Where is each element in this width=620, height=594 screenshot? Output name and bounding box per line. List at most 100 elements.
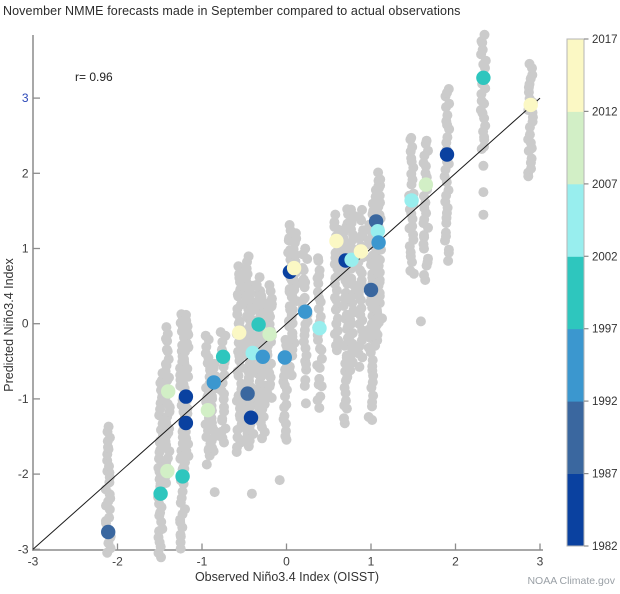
ensemble-dot (314, 402, 325, 413)
ensemble-dot (182, 363, 193, 374)
mean-dot (251, 317, 266, 332)
ensemble-dot (444, 98, 455, 109)
ensemble-dot (206, 391, 217, 402)
ensemble-dot (419, 230, 429, 241)
colorbar-band (567, 256, 584, 330)
ensemble-dot (355, 265, 366, 276)
mean-dot (286, 260, 302, 276)
ensemble-dot (177, 486, 188, 497)
colorbar-border (566, 38, 585, 547)
ensemble-dot (179, 354, 189, 364)
mean-dot (178, 389, 194, 404)
x-tick-label: 2 (452, 555, 459, 569)
ensemble-dot (339, 413, 349, 424)
ensemble-dot (298, 274, 309, 285)
y-tick-label: 0 (22, 317, 29, 331)
colorbar-tick-label: 1997 (592, 324, 618, 336)
ensemble-dot (264, 319, 275, 330)
ensemble-outlier-dot (274, 475, 285, 486)
ensemble-dot (356, 303, 367, 314)
ensemble-dot (347, 328, 358, 339)
ensemble-outlier-dot (377, 313, 387, 324)
ensemble-dot (374, 190, 385, 201)
mean-dot (312, 321, 327, 336)
ensemble-dot (215, 327, 226, 338)
colorbar-tick-label: 2017 (592, 34, 618, 46)
ensemble-dot (421, 135, 432, 146)
y-tick-label: 3 (22, 91, 29, 105)
ensemble-dot (368, 390, 379, 401)
mean-dot (262, 327, 277, 342)
chart-title: November NMME forecasts made in Septembe… (3, 4, 461, 18)
ensemble-dot (373, 183, 384, 194)
mean-dot (439, 147, 455, 162)
ensemble-dot (340, 395, 351, 406)
ensemble-members (100, 29, 538, 563)
mean-dot (175, 469, 190, 484)
x-tick-label: 0 (283, 555, 290, 569)
ensemble-dot (103, 421, 114, 432)
ensemble-dot (367, 355, 378, 366)
ensemble-dot (281, 399, 292, 410)
ensemble-dot (442, 132, 453, 143)
ensemble-dot (330, 209, 341, 220)
mean-dot (160, 463, 175, 479)
mean-dot (232, 325, 247, 340)
y-tick-label: -1 (18, 392, 29, 406)
colorbar-tick-label: 2007 (592, 179, 618, 191)
ensemble-dot (332, 271, 343, 282)
ensemble-outlier-dot (246, 488, 257, 499)
ensemble-dot (233, 261, 244, 272)
colorbar-band (567, 183, 584, 257)
credit-text: NOAA Climate.gov (527, 575, 615, 587)
ensemble-dot (524, 58, 535, 69)
ensemble-dot (181, 309, 191, 320)
mean-dot (255, 349, 270, 364)
x-tick-label: 3 (537, 555, 544, 569)
mean-dot (344, 252, 359, 267)
ensemble-dot (346, 204, 356, 215)
ensemble-dot (329, 217, 340, 228)
ensemble-dot (251, 279, 262, 290)
ensemble-dot (332, 313, 343, 324)
ensemble-dot (371, 304, 382, 314)
ensemble-dot (258, 411, 269, 422)
ensemble-dot (256, 290, 267, 301)
y-tick-label: -3 (18, 542, 29, 556)
ensemble-dot (440, 227, 451, 238)
ensemble-dot (345, 314, 356, 325)
ensemble-dot (243, 251, 254, 262)
mean-dot (523, 97, 538, 113)
ensemble-outlier-dot (478, 209, 489, 220)
ensemble-outlier-dot (478, 187, 489, 198)
colorbar-band (567, 111, 584, 185)
mean-dot (418, 177, 434, 192)
mean-dot (371, 235, 386, 250)
ensemble-dot (280, 426, 291, 436)
colorbar-band (567, 401, 584, 474)
ensemble-dot (315, 311, 326, 322)
ensemble-dot (279, 410, 290, 421)
ensemble-dot (162, 398, 173, 409)
mean-dot (476, 70, 491, 86)
mean-dot (215, 349, 231, 364)
ensemble-dot (163, 354, 174, 365)
ensemble-dot (353, 348, 364, 359)
ensemble-dot (371, 254, 382, 265)
ensemble-dot (443, 244, 454, 255)
mean-dot (404, 193, 419, 208)
ensemble-dot (219, 370, 230, 381)
ensemble-outlier-dot (209, 487, 220, 498)
mean-dot (101, 524, 116, 540)
mean-dot (297, 304, 313, 319)
mean-dot (329, 233, 344, 249)
ensemble-dot (264, 280, 275, 291)
ensemble-dot (363, 412, 374, 422)
ensemble-dot (524, 129, 535, 140)
mean-dot (178, 415, 194, 431)
ensemble-dot (104, 512, 115, 523)
x-tick-label: -3 (28, 555, 39, 569)
ensemble-dot (315, 391, 326, 402)
y-tick-label: 1 (22, 242, 29, 256)
colorbar: 2017 2012 2007 2002 1997 1992 1987 1982 (566, 34, 618, 553)
